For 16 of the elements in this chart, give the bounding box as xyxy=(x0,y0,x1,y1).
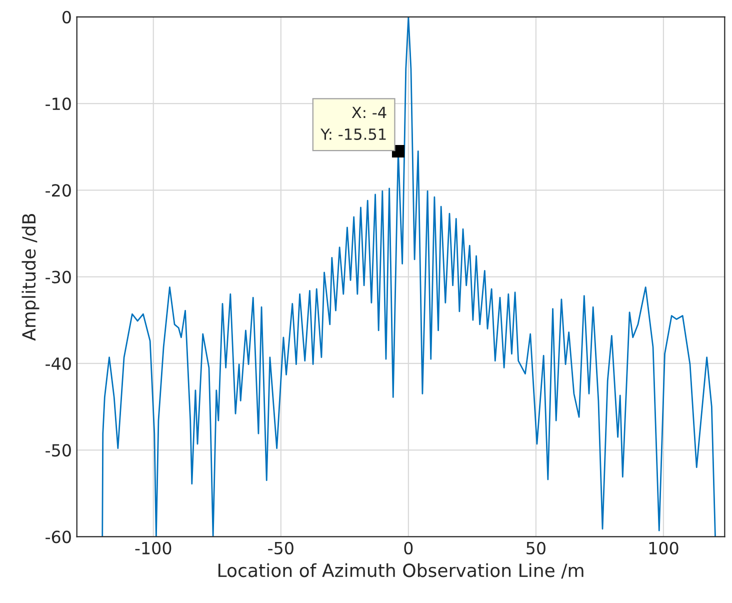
x-tick-label: 100 xyxy=(649,542,678,554)
y-tick-label: 0 xyxy=(62,10,71,24)
y-tick-label: -30 xyxy=(46,270,71,284)
y-axis-title: Amplitude /dB xyxy=(22,214,40,341)
x-tick-label: 0 xyxy=(404,542,413,554)
x-tick-label: 50 xyxy=(526,542,546,554)
x-axis-title: Location of Azimuth Observation Line /m xyxy=(218,563,584,579)
y-tick-label: -60 xyxy=(46,530,71,544)
annotation: X: -4 Y: -15.51 xyxy=(320,106,386,140)
line-series xyxy=(102,16,716,537)
y-tick-label: -20 xyxy=(46,184,71,197)
x-tick-label: -50 xyxy=(268,542,294,554)
x-tick-label: -100 xyxy=(135,542,172,554)
y-tick-label: -10 xyxy=(46,97,71,110)
y-tick-label: -40 xyxy=(46,357,71,370)
y-tick-label: -50 xyxy=(46,444,71,457)
